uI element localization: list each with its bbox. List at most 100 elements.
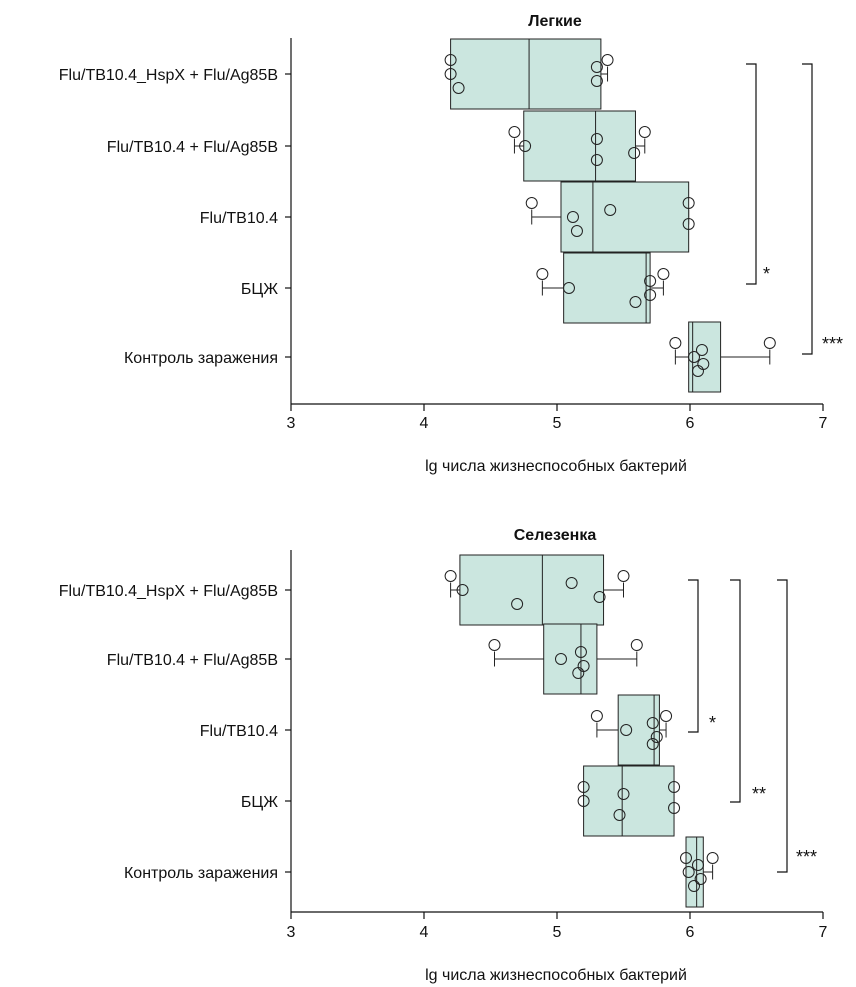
data-point: [456, 584, 469, 596]
data-point: [590, 710, 603, 722]
significance-label: *: [709, 713, 716, 733]
data-point: [508, 126, 521, 138]
data-point: [593, 591, 606, 603]
x-axis-label: lg числа жизнеспособных бактерий: [425, 967, 687, 984]
box: [560, 181, 690, 253]
data-point: [620, 724, 633, 736]
data-point: [565, 577, 578, 589]
data-point: [695, 344, 708, 356]
data-point: [562, 282, 575, 294]
data-point: [444, 570, 457, 582]
box-group: [536, 252, 670, 324]
data-point: [604, 204, 617, 216]
box-group: [444, 38, 614, 110]
data-point: [650, 731, 663, 743]
data-point: [680, 852, 693, 864]
data-point: [577, 795, 590, 807]
data-point: [628, 147, 641, 159]
x-tick-label: 6: [686, 415, 695, 432]
data-point: [638, 126, 651, 138]
significance-bracket: [746, 63, 757, 285]
data-point: [601, 54, 614, 66]
x-tick-label: 5: [553, 415, 562, 432]
x-tick-label: 4: [420, 415, 429, 432]
box-group: [525, 181, 695, 253]
box-group: [680, 836, 719, 908]
significance-bracket: [802, 63, 813, 355]
category-label: Flu/TB10.4_HspX + Flu/Ag85B: [59, 67, 278, 84]
data-point: [669, 337, 682, 349]
data-point: [668, 802, 681, 814]
data-point: [566, 211, 579, 223]
x-tick-label: 7: [819, 415, 828, 432]
data-point: [646, 738, 659, 750]
category-label: Контроль заражения: [124, 350, 278, 367]
data-point: [617, 570, 630, 582]
x-tick-label: 6: [686, 924, 695, 941]
category-label: Flu/TB10.4: [200, 210, 278, 227]
data-point: [687, 880, 700, 892]
significance-label: **: [752, 784, 766, 804]
significance-bracket: [730, 579, 741, 803]
chart-panel-1: Легкие 3 4 5 6 7 lg числа жизнеспособных бакте…: [59, 13, 843, 475]
data-point: [691, 859, 704, 871]
category-label: Flu/TB10.4 + Flu/Ag85B: [107, 652, 278, 669]
data-point: [694, 873, 707, 885]
significance-label: ***: [796, 847, 817, 867]
data-point: [574, 646, 587, 658]
data-point: [617, 788, 630, 800]
data-point: [590, 61, 603, 73]
data-point: [536, 268, 549, 280]
data-point: [706, 852, 719, 864]
data-point: [444, 54, 457, 66]
data-point: [577, 660, 590, 672]
significance-bracket: [688, 579, 699, 733]
category-label: Flu/TB10.4_HspX + Flu/Ag85B: [59, 583, 278, 600]
box: [523, 110, 636, 182]
box: [617, 694, 660, 766]
x-tick-label: 4: [420, 924, 429, 941]
data-point: [630, 639, 643, 651]
data-point: [644, 275, 657, 287]
data-point: [488, 639, 501, 651]
box-group: [577, 765, 681, 837]
data-point: [697, 358, 710, 370]
data-point: [511, 598, 524, 610]
chart-title: Селезенка: [514, 527, 597, 544]
data-point: [682, 197, 695, 209]
data-point: [452, 82, 465, 94]
data-point: [657, 268, 670, 280]
box: [450, 38, 602, 110]
data-point: [613, 809, 626, 821]
category-label: БЦЖ: [241, 281, 278, 298]
box-group: [488, 623, 643, 695]
category-label: Flu/TB10.4: [200, 723, 278, 740]
data-point: [525, 197, 538, 209]
data-point: [444, 68, 457, 80]
data-point: [590, 133, 603, 145]
box: [543, 623, 598, 695]
data-point: [763, 337, 776, 349]
box: [583, 765, 675, 837]
chart-title: Легкие: [528, 13, 582, 30]
box-group: [590, 694, 673, 766]
data-point: [682, 866, 695, 878]
data-point: [590, 154, 603, 166]
x-tick-label: 5: [553, 924, 562, 941]
x-tick-label: 3: [287, 924, 296, 941]
box-group: [444, 554, 630, 626]
data-point: [682, 218, 695, 230]
box: [459, 554, 605, 626]
data-point: [519, 140, 532, 152]
significance-label: ***: [822, 334, 843, 354]
data-point: [629, 296, 642, 308]
significance-bracket: [777, 579, 788, 873]
data-point: [668, 781, 681, 793]
data-point: [644, 289, 657, 301]
significance-label: *: [763, 264, 770, 284]
x-tick-label: 3: [287, 415, 296, 432]
box-group: [508, 110, 651, 182]
category-label: Flu/TB10.4 + Flu/Ag85B: [107, 139, 278, 156]
x-tick-label: 7: [819, 924, 828, 941]
